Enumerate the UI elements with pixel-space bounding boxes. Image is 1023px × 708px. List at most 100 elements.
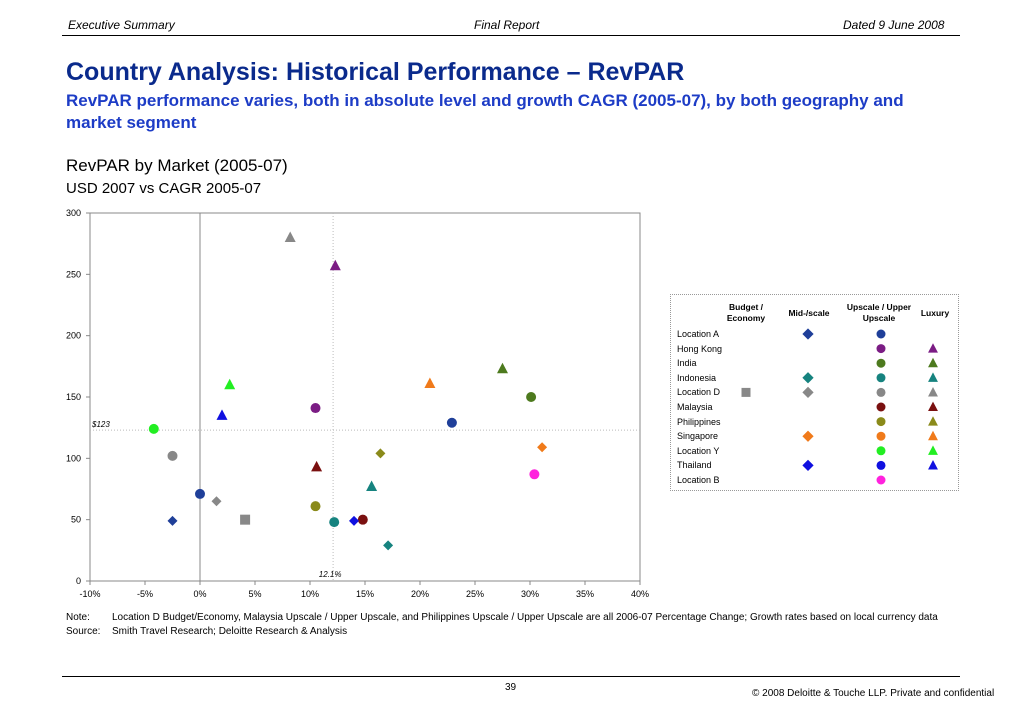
legend-mark: [802, 372, 814, 384]
legend-mark: [928, 343, 938, 353]
data-point: [310, 403, 321, 414]
data-point: [195, 488, 205, 499]
legend-marks: [741, 328, 938, 485]
data-point: [357, 514, 368, 525]
x-tick-label: 10%: [301, 589, 319, 599]
page-number: 39: [505, 682, 517, 693]
header-left: Executive Summary: [68, 18, 175, 32]
data-point: [240, 514, 251, 525]
data-point: [349, 515, 359, 526]
note-label: Note:: [66, 612, 90, 623]
legend-header-midscale: Mid-/scale: [788, 308, 830, 318]
legend-mark: [876, 417, 886, 427]
footer-rule: [62, 676, 960, 677]
legend-mark: [876, 475, 886, 485]
x-tick-label: -10%: [79, 589, 100, 599]
legend-mark: [876, 387, 886, 397]
data-point: [526, 392, 537, 402]
x-tick-label: 15%: [356, 589, 374, 599]
x-tick-label: 40%: [631, 589, 649, 599]
axes: -10% -5% 0% 5% 10% 15% 20% 25% 30% 35% 40% 0 50 100 15…: [66, 208, 649, 599]
legend-row-label: Indonesia: [677, 372, 717, 383]
data-point: [216, 409, 228, 420]
x-tick-label: -5%: [137, 589, 153, 599]
legend-mark: [876, 402, 886, 412]
legend-row-label: Location Y: [677, 445, 720, 456]
legend-row-label: Malaysia: [677, 402, 713, 412]
y-tick-label: 150: [66, 392, 81, 402]
data-point: [329, 517, 340, 528]
legend-row-label: Location D: [677, 387, 721, 398]
reference-label-x: 12.1%: [319, 570, 342, 579]
legend-row-label: India: [677, 358, 697, 369]
data-point: [497, 362, 508, 374]
x-tick-label: 0%: [193, 589, 206, 599]
header-center: Final Report: [474, 18, 540, 32]
legend-mark: [876, 460, 886, 470]
data-point: [383, 540, 394, 551]
source-text: Smith Travel Research; Deloitte Research…: [112, 626, 348, 637]
legend-row-label: Singapore: [677, 431, 719, 442]
data-point: [167, 515, 178, 526]
data-point: [284, 231, 296, 243]
y-tick-label: 100: [66, 453, 81, 463]
data-point: [446, 417, 457, 428]
legend-mark: [928, 401, 938, 412]
legend-mark: [928, 416, 938, 426]
legend-row-label: Thailand: [677, 460, 712, 471]
data-point: [375, 448, 386, 459]
data-point: [424, 377, 436, 389]
legend-mark: [876, 446, 886, 456]
legend-mark: [876, 344, 886, 354]
y-tick-label: 200: [66, 331, 81, 341]
reference-label-y: $123: [91, 420, 110, 429]
legend-mark: [928, 372, 938, 382]
legend-mark: [876, 329, 886, 339]
legend-row-label: Hong Kong: [677, 343, 723, 354]
legend-mark: [928, 445, 938, 455]
data-point: [224, 378, 236, 390]
page-title: Country Analysis: Historical Performance…: [66, 58, 685, 86]
chart-subtitle: USD 2007 vs CAGR 2005-07: [66, 180, 262, 197]
legend-header-luxury: Luxury: [920, 308, 950, 318]
data-point: [310, 501, 321, 512]
legend-mark: [802, 328, 814, 340]
data-point: [537, 442, 548, 453]
legend: Budget / Economy Mid-/scale Upscale / Up…: [670, 294, 959, 491]
header-rule: [62, 35, 960, 36]
legend-mark: [928, 387, 938, 397]
y-tick-label: 250: [66, 269, 81, 279]
data-points: [148, 231, 548, 551]
x-tick-label: 25%: [466, 589, 484, 599]
legend-mark: [928, 430, 938, 441]
page-subtitle: RevPAR performance varies, both in absol…: [66, 91, 904, 132]
legend-header-budget: Budget / Economy: [726, 302, 766, 323]
legend-mark: [802, 386, 814, 399]
x-tick-label: 30%: [521, 589, 539, 599]
data-point: [311, 460, 323, 472]
data-point: [211, 496, 222, 507]
data-point: [529, 469, 540, 480]
legend-mark: [928, 460, 938, 470]
x-tick-label: 20%: [411, 589, 429, 599]
legend-row-label: Location B: [677, 475, 720, 485]
y-tick-label: 50: [71, 515, 81, 525]
data-point: [366, 480, 378, 492]
legend-mark: [876, 431, 886, 441]
legend-mark: [802, 459, 814, 472]
data-point: [329, 259, 341, 271]
x-tick-label: 5%: [248, 589, 261, 599]
legend-header-upscale: Upscale / Upper Upscale: [846, 302, 912, 323]
legend-row-label: Philippines: [677, 416, 721, 427]
chart-title: RevPAR by Market (2005-07): [66, 156, 288, 175]
source-label: Source:: [66, 626, 101, 637]
data-point: [148, 423, 159, 434]
header-right: Dated 9 June 2008: [843, 18, 945, 32]
y-tick-label: 300: [66, 208, 81, 218]
y-tick-label: 0: [76, 576, 81, 586]
legend-mark: [802, 430, 814, 442]
legend-row-label: Location A: [677, 329, 720, 339]
note-text: Location D Budget/Economy, Malaysia Upsc…: [112, 612, 938, 623]
legend-mark: [741, 387, 751, 397]
scatter-chart: 12.1% $123 -10% -5% 0% 5% 10% 15% 20% 25% 30% 35% 4…: [66, 208, 649, 599]
